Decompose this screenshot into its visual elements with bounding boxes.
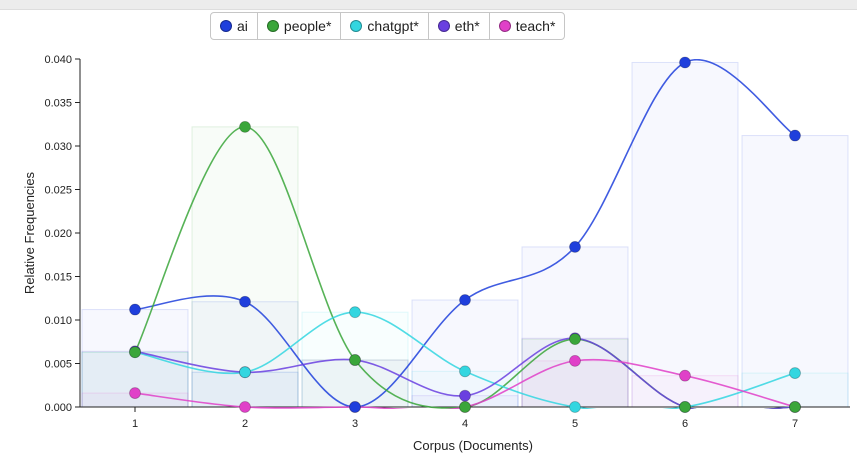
point-teach-1[interactable] <box>129 387 141 399</box>
x-tick-label: 4 <box>462 418 468 430</box>
legend-item-eth[interactable]: eth* <box>429 13 490 39</box>
x-axis-title: Corpus (Documents) <box>413 438 533 453</box>
point-eth-4[interactable] <box>459 389 471 402</box>
point-ai-4[interactable] <box>459 294 471 306</box>
x-tick-label: 7 <box>792 418 798 430</box>
point-people-2[interactable] <box>239 120 251 133</box>
series-points <box>129 56 801 413</box>
point-chatgpt-4[interactable] <box>459 365 471 378</box>
point-teach-5[interactable] <box>569 354 581 367</box>
legend-swatch-icon <box>437 20 450 32</box>
point-ai-7[interactable] <box>789 129 801 142</box>
y-axis-title: Relative Frequencies <box>22 171 37 294</box>
point-ai-1[interactable] <box>129 303 141 316</box>
x-tick-label: 2 <box>242 418 248 430</box>
chart-legend: ai people* chatgpt* eth* teach* <box>210 12 566 40</box>
y-tick-label: 0.000 <box>44 402 72 414</box>
y-tick-label: 0.030 <box>44 141 72 153</box>
y-tick-label: 0.015 <box>44 272 72 284</box>
point-ai-5[interactable] <box>569 241 581 253</box>
point-chatgpt-3[interactable] <box>349 306 361 319</box>
point-chatgpt-5[interactable] <box>569 401 581 413</box>
legend-label: chatgpt* <box>367 18 419 34</box>
point-ai-3[interactable] <box>349 401 361 413</box>
y-tick-label: 0.035 <box>44 98 72 110</box>
legend-swatch-icon <box>220 20 232 32</box>
legend-swatch-icon <box>498 20 511 32</box>
top-toolbar-strip <box>0 0 857 10</box>
legend-label: teach* <box>515 18 556 34</box>
y-tick-label: 0.010 <box>44 315 72 327</box>
legend-label: people* <box>283 18 332 34</box>
legend-label: ai <box>237 18 248 34</box>
point-ai-6[interactable] <box>679 56 691 69</box>
x-tick-label: 3 <box>352 418 358 430</box>
legend-item-teach[interactable]: teach* <box>490 13 565 39</box>
x-tick-label: 6 <box>682 418 688 430</box>
point-people-4[interactable] <box>459 401 471 413</box>
y-tick-label: 0.005 <box>44 359 72 371</box>
background-bars <box>81 61 849 408</box>
point-people-1[interactable] <box>129 346 141 359</box>
y-tick-label: 0.020 <box>44 228 72 240</box>
legend-item-ai[interactable]: ai <box>211 13 258 39</box>
legend-item-chatgpt[interactable]: chatgpt* <box>341 13 429 39</box>
point-chatgpt-7[interactable] <box>789 367 801 379</box>
x-tick-label: 1 <box>132 418 138 430</box>
point-teach-2[interactable] <box>239 401 251 413</box>
bar-ai-7 <box>741 135 849 408</box>
point-chatgpt-2[interactable] <box>239 366 251 379</box>
point-people-3[interactable] <box>349 354 361 366</box>
legend-swatch-icon <box>350 20 363 32</box>
x-tick-label: 5 <box>572 418 578 430</box>
bar-ai-6 <box>631 61 739 408</box>
point-people-5[interactable] <box>569 333 581 346</box>
y-tick-label: 0.040 <box>44 54 72 66</box>
legend-item-people[interactable]: people* <box>258 13 342 39</box>
point-ai-2[interactable] <box>239 295 251 308</box>
point-people-6[interactable] <box>679 401 691 413</box>
bar-teach-5 <box>521 360 629 408</box>
legend-label: eth* <box>454 18 480 34</box>
legend-swatch-icon <box>266 20 279 32</box>
y-tick-label: 0.025 <box>44 185 72 197</box>
point-teach-6[interactable] <box>679 369 691 382</box>
point-people-7[interactable] <box>789 401 801 413</box>
